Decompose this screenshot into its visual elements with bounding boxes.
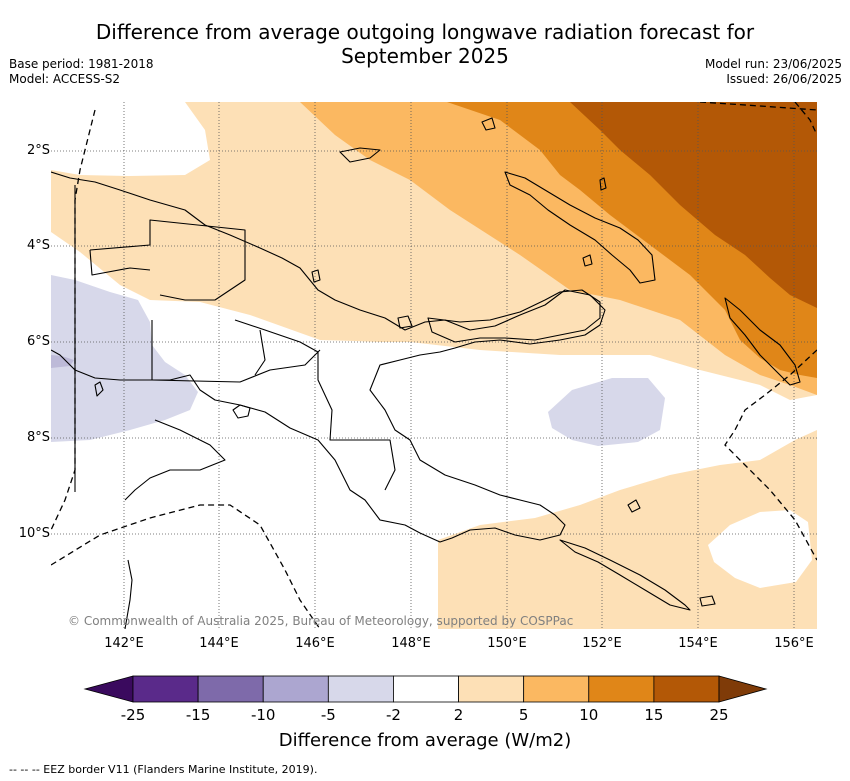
cape-york-coast [124, 559, 133, 629]
province-boundary-2 [151, 320, 321, 383]
province-boundary-4 [234, 319, 396, 491]
colorbar-segment [262, 675, 329, 703]
lat-label-2s: 2°S [26, 143, 50, 158]
colorbar-tick-label: 25 [709, 706, 729, 724]
model-name: Model: ACCESS-S2 [9, 72, 121, 86]
lon-label-144e: 144°E [199, 636, 239, 651]
eez-borders [51, 102, 817, 629]
louisiade-coast [559, 539, 691, 611]
colorbar-segment [588, 675, 655, 703]
anomaly-region-15-25 [570, 102, 817, 308]
lon-label-156e: 156°E [774, 636, 814, 651]
lat-label-4s: 4°S [26, 238, 50, 253]
meta-left: Base period: 1981-2018 Model: ACCESS-S2 [9, 57, 154, 87]
colorbar-label: Difference from average (W/m2) [278, 730, 572, 751]
anomaly-region-2-5-south [438, 430, 817, 629]
lon-label-142e: 142°E [104, 636, 144, 651]
province-boundary-3 [89, 249, 151, 276]
colorbar [83, 675, 768, 703]
lon-label-150e: 150°E [487, 636, 527, 651]
lat-label-10s: 10°S [18, 526, 50, 541]
anomaly-region-neg5-neg2-central [548, 378, 665, 446]
colorbar-tick-label: -5 [320, 706, 336, 724]
colorbar-tick-label: -15 [185, 706, 211, 724]
irian-south-coast [124, 419, 226, 501]
province-boundary-5 [254, 329, 266, 376]
anomaly-region-neg5-neg2-west-core [51, 355, 74, 368]
colorbar-tick-label: 15 [644, 706, 664, 724]
lon-label-146e: 146°E [295, 636, 335, 651]
coastlines [51, 117, 801, 629]
new-britain-coast [427, 289, 601, 343]
lon-label-152e: 152°E [582, 636, 622, 651]
base-period: Base period: 1981-2018 [9, 57, 154, 71]
new-guinea-coast [51, 171, 606, 543]
colorbar-segment [132, 675, 199, 703]
eez-legend-note: -- -- -- EEZ border V11 (Flanders Marine… [9, 763, 318, 776]
chart-title: Difference from average outgoing longwav… [0, 20, 850, 68]
colorbar-tick-label: -25 [120, 706, 146, 724]
colorbar-extend-high [718, 675, 768, 703]
new-ireland-coast [504, 171, 656, 284]
colorbar-tick-label: 2 [453, 706, 464, 724]
bougainville-coast [724, 297, 801, 386]
small-islands [94, 117, 716, 607]
title-line-1: Difference from average outgoing longwav… [95, 20, 755, 44]
colorbar-segment [653, 675, 720, 703]
colorbar-segment [393, 675, 459, 703]
colorbar-tick-label: 5 [518, 706, 529, 724]
colorbar-segment [327, 675, 394, 703]
colorbar-tick-label: -2 [385, 706, 401, 724]
colorbar-extend-low [83, 675, 134, 703]
lat-label-6s: 6°S [26, 334, 50, 349]
manus-island-coast [339, 147, 381, 163]
colorbar-segment [523, 675, 590, 703]
colorbar-segment [197, 675, 264, 703]
title-line-2: September 2025 [341, 44, 509, 68]
issued-date: Issued: 26/06/2025 [726, 72, 842, 86]
meta-right: Model run: 23/06/2025 Issued: 26/06/2025 [705, 57, 842, 87]
colorbar-tick-label: -10 [250, 706, 276, 724]
lat-label-8s: 8°S [26, 430, 50, 445]
colorbar-segment [458, 675, 525, 703]
anomaly-region-neg5-neg2-west [51, 275, 198, 442]
province-boundary-1 [89, 219, 246, 301]
colorbar-tick-label: 10 [579, 706, 599, 724]
lon-label-154e: 154°E [678, 636, 718, 651]
anomaly-region-neutral-southeast [708, 510, 812, 588]
model-run: Model run: 23/06/2025 [704, 57, 842, 71]
copyright-notice: © Commonwealth of Australia 2025, Bureau… [68, 614, 574, 628]
lon-label-148e: 148°E [391, 636, 431, 651]
